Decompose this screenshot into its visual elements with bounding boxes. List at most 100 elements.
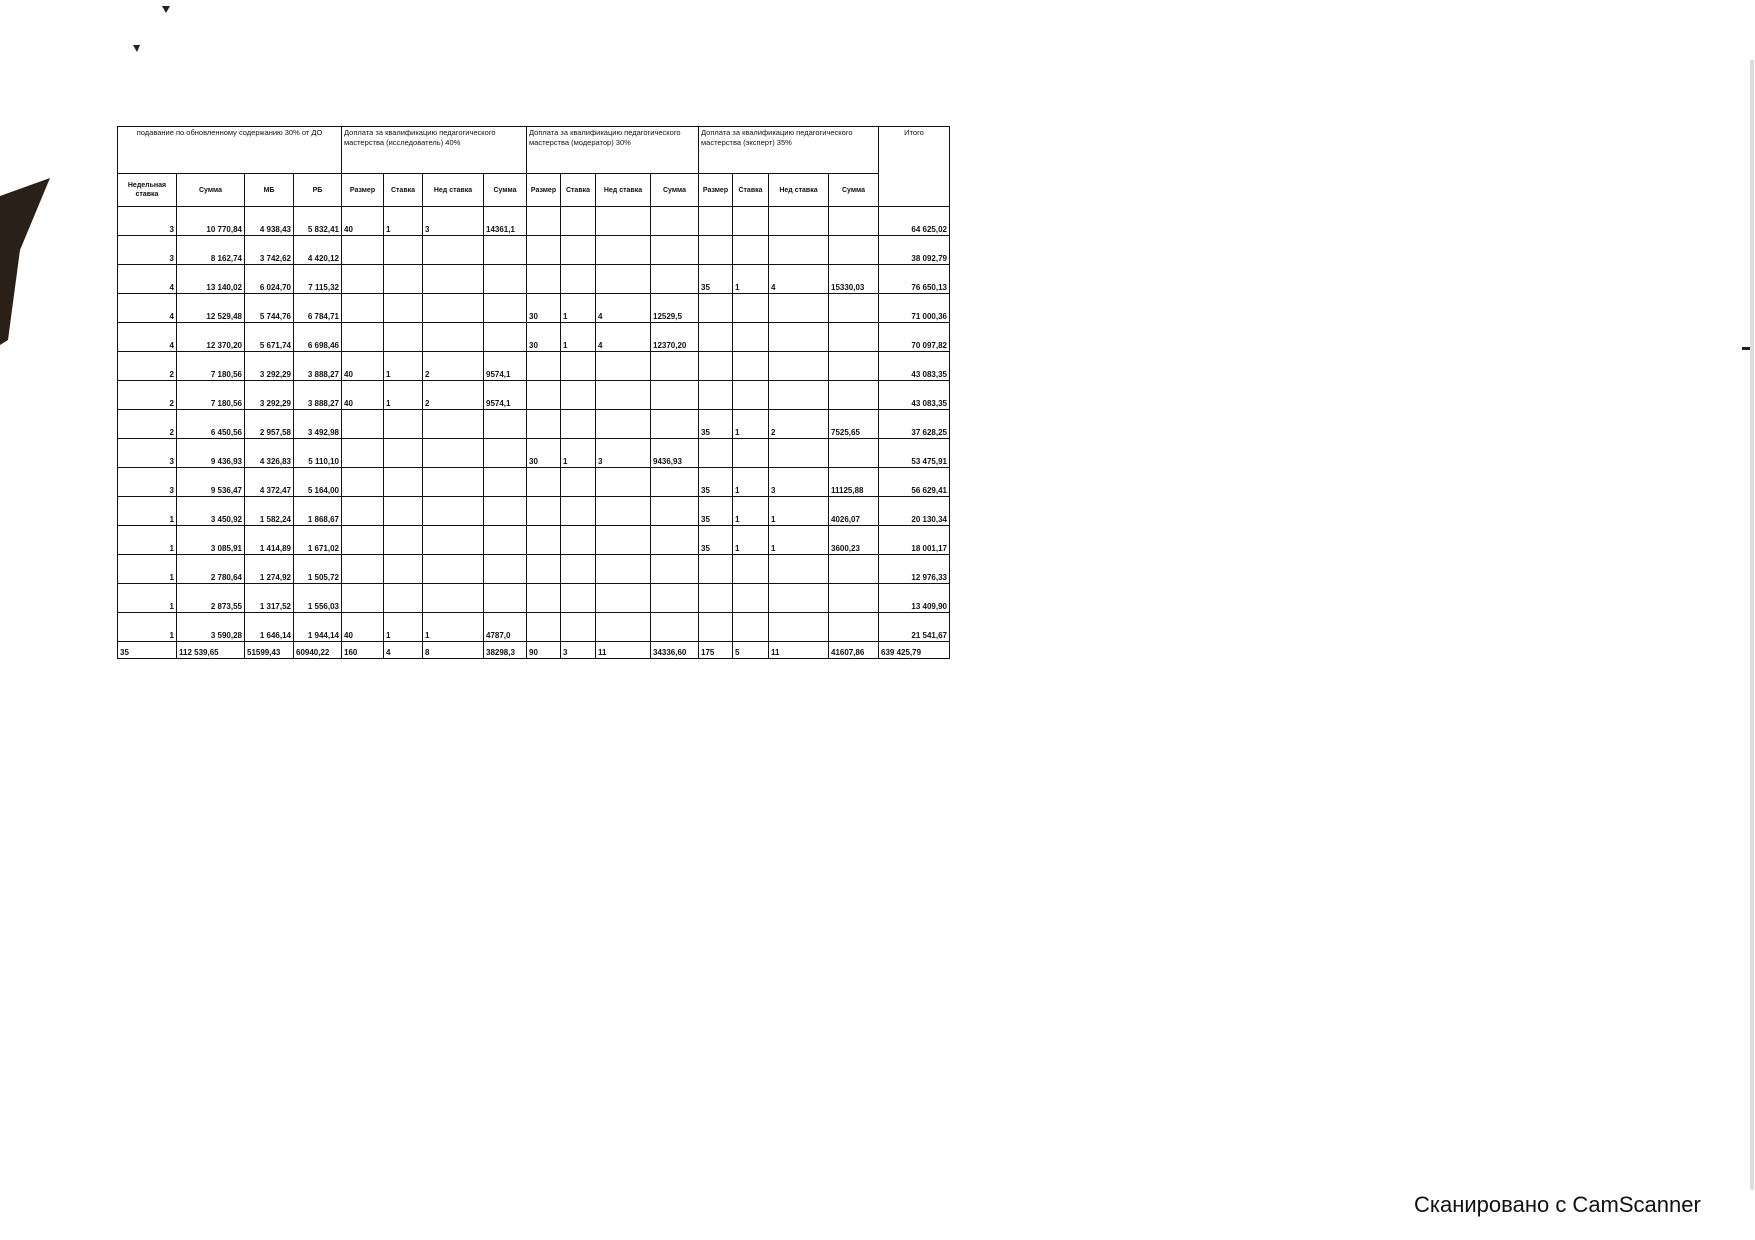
table-cell: 1 [383, 380, 423, 410]
table-cell [732, 380, 769, 410]
table-cell [483, 409, 527, 439]
table-cell [650, 206, 699, 236]
total-cell: 11 [595, 641, 651, 659]
table-cell: 35 [698, 467, 733, 497]
table-cell [768, 206, 829, 236]
table-cell [526, 612, 561, 642]
table-cell [483, 525, 527, 555]
table-cell [828, 438, 879, 468]
table-cell: 1 [560, 293, 596, 323]
table-cell: 1 671,02 [293, 525, 342, 555]
table-cell: 15330,03 [828, 264, 879, 294]
table-cell: 1 [117, 496, 177, 526]
table-cell [650, 264, 699, 294]
table-cell: 3 085,91 [176, 525, 245, 555]
table-cell [483, 438, 527, 468]
table-cell: 10 770,84 [176, 206, 245, 236]
table-cell [595, 264, 651, 294]
table-cell [828, 612, 879, 642]
table-cell [560, 467, 596, 497]
table-cell: 4 420,12 [293, 235, 342, 265]
column-header: Нед ставка [422, 173, 484, 207]
table-cell [483, 583, 527, 613]
table-cell: 3 [117, 467, 177, 497]
table-cell [341, 322, 384, 352]
table-cell [650, 583, 699, 613]
table-cell [732, 235, 769, 265]
table-cell [595, 380, 651, 410]
table-cell [422, 293, 484, 323]
table-cell [341, 438, 384, 468]
table-cell [768, 612, 829, 642]
table-cell [383, 496, 423, 526]
table-cell [383, 235, 423, 265]
table-cell: 64 625,02 [878, 206, 950, 236]
table-cell: 43 083,35 [878, 380, 950, 410]
table-cell [526, 583, 561, 613]
table-cell: 1 [422, 612, 484, 642]
table-cell [526, 351, 561, 381]
table-cell: 3 [117, 235, 177, 265]
table-cell [383, 525, 423, 555]
table-cell: 2 [117, 351, 177, 381]
column-header: Сумма [650, 173, 699, 207]
table-cell: 1 [383, 206, 423, 236]
column-header: РБ [293, 173, 342, 207]
table-cell [732, 438, 769, 468]
table-cell: 30 [526, 438, 561, 468]
table-cell: 4 [768, 264, 829, 294]
table-cell: 7525,65 [828, 409, 879, 439]
table-cell: 38 092,79 [878, 235, 950, 265]
table-cell [828, 293, 879, 323]
table-cell [483, 264, 527, 294]
table-cell [828, 322, 879, 352]
table-cell [383, 467, 423, 497]
table-cell: 40 [341, 380, 384, 410]
table-cell [698, 322, 733, 352]
table-cell [526, 206, 561, 236]
table-cell: 1 [732, 409, 769, 439]
table-cell [383, 293, 423, 323]
table-row: 4 12 529,48 5 744,76 6 784,71 30 1 4 12529,5 71 … [117, 293, 950, 323]
table-cell: 2 [422, 351, 484, 381]
table-cell: 4 372,47 [244, 467, 294, 497]
table-cell [483, 554, 527, 584]
table-cell: 3 450,92 [176, 496, 245, 526]
column-header: Нед ставка [768, 173, 829, 207]
table-cell [383, 409, 423, 439]
total-cell: 175 [698, 641, 733, 659]
table-cell: 1 868,67 [293, 496, 342, 526]
table-cell [383, 554, 423, 584]
table-cell: 76 650,13 [878, 264, 950, 294]
table-cell [650, 351, 699, 381]
table-cell [828, 554, 879, 584]
column-header: Ставка [383, 173, 423, 207]
scanner-watermark: Сканировано с CamScanner [1414, 1192, 1701, 1217]
table-cell: 1 [383, 612, 423, 642]
table-cell [483, 235, 527, 265]
table-cell: 12370,20 [650, 322, 699, 352]
total-cell: 51599,43 [244, 641, 294, 659]
table-cell [526, 496, 561, 526]
table-cell: 3 [117, 206, 177, 236]
table-cell [422, 409, 484, 439]
table-cell [483, 496, 527, 526]
table-cell: 5 671,74 [244, 322, 294, 352]
table-cell: 40 [341, 206, 384, 236]
table-cell [560, 264, 596, 294]
table-cell [422, 554, 484, 584]
table-cell: 3 292,29 [244, 380, 294, 410]
table-cell [483, 322, 527, 352]
table-cell [341, 467, 384, 497]
table-cell: 5 744,76 [244, 293, 294, 323]
table-cell: 12529,5 [650, 293, 699, 323]
table-cell [383, 322, 423, 352]
table-cell [732, 206, 769, 236]
